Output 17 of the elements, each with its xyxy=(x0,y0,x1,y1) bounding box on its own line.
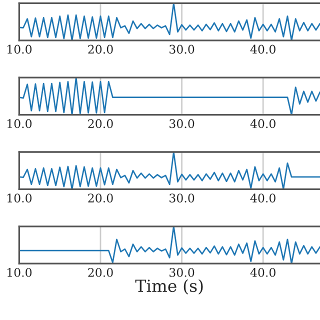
x-tick-label: 10.0 xyxy=(8,194,32,203)
x-tick-label: 30.0 xyxy=(170,268,194,277)
x-tick-label: 10.0 xyxy=(8,119,32,128)
x-tick-label: 40.0 xyxy=(250,268,276,277)
x-tick-label: 30.0 xyxy=(170,44,194,54)
x-tick-label: 20.0 xyxy=(88,194,113,203)
x-tick-label: 10.0 xyxy=(8,44,32,54)
x-tick-label: 40.0 xyxy=(250,194,276,203)
x-axis-title: Time (s) xyxy=(135,279,203,294)
x-tick-label: 30.0 xyxy=(170,194,194,203)
x-tick-label: 20.0 xyxy=(88,268,113,277)
x-tick-label: 20.0 xyxy=(88,44,113,54)
x-tick-label: 40.0 xyxy=(250,119,276,128)
x-tick-label: 40.0 xyxy=(250,44,276,54)
x-tick-label: 30.0 xyxy=(170,119,194,128)
x-tick-label: 10.0 xyxy=(8,268,32,277)
x-tick-label: 20.0 xyxy=(88,119,113,128)
